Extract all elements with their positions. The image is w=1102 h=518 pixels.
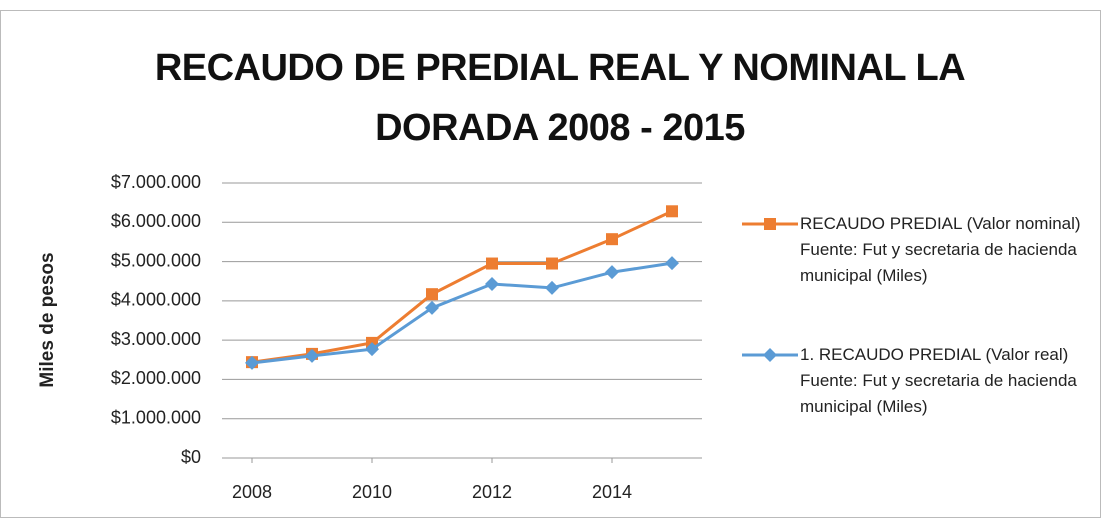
point xyxy=(545,280,559,295)
y-tick-label: $6.000.000 xyxy=(111,211,201,231)
series-line xyxy=(251,261,673,365)
y-tick-label: $3.000.000 xyxy=(111,329,201,349)
legend-marker xyxy=(763,348,777,362)
point xyxy=(425,300,439,315)
legend-marker xyxy=(764,218,776,230)
y-tick-label: $2.000.000 xyxy=(111,368,201,388)
point xyxy=(365,342,379,357)
point xyxy=(305,348,319,363)
x-tick-label: 2010 xyxy=(352,482,392,502)
legend-label: 1. RECAUDO PREDIAL (Valor real) Fuente: … xyxy=(800,345,1077,416)
point xyxy=(605,265,619,280)
y-tick-label: $4.000.000 xyxy=(111,290,201,310)
series-line xyxy=(251,209,673,364)
y-tick-label: $0 xyxy=(181,447,201,467)
y-tick-label: $1.000.000 xyxy=(111,407,201,427)
point xyxy=(426,288,438,301)
legend-label: RECAUDO PREDIAL (Valor nominal) Fuente: … xyxy=(800,214,1081,285)
point xyxy=(546,257,558,270)
point xyxy=(666,205,678,218)
point xyxy=(245,355,259,370)
y-tick-label: $5.000.000 xyxy=(111,250,201,270)
y-tick-label: $7.000.000 xyxy=(111,172,201,192)
point xyxy=(665,256,679,271)
x-tick-label: 2014 xyxy=(592,482,632,502)
point xyxy=(486,257,498,270)
point xyxy=(485,276,499,291)
x-tick-label: 2012 xyxy=(472,482,512,502)
y-axis-label: Miles de pesos xyxy=(37,252,58,387)
point xyxy=(606,233,618,246)
x-tick-label: 2008 xyxy=(232,482,272,502)
chart-title: RECAUDO DE PREDIAL REAL Y NOMINAL LA DOR… xyxy=(154,47,966,149)
